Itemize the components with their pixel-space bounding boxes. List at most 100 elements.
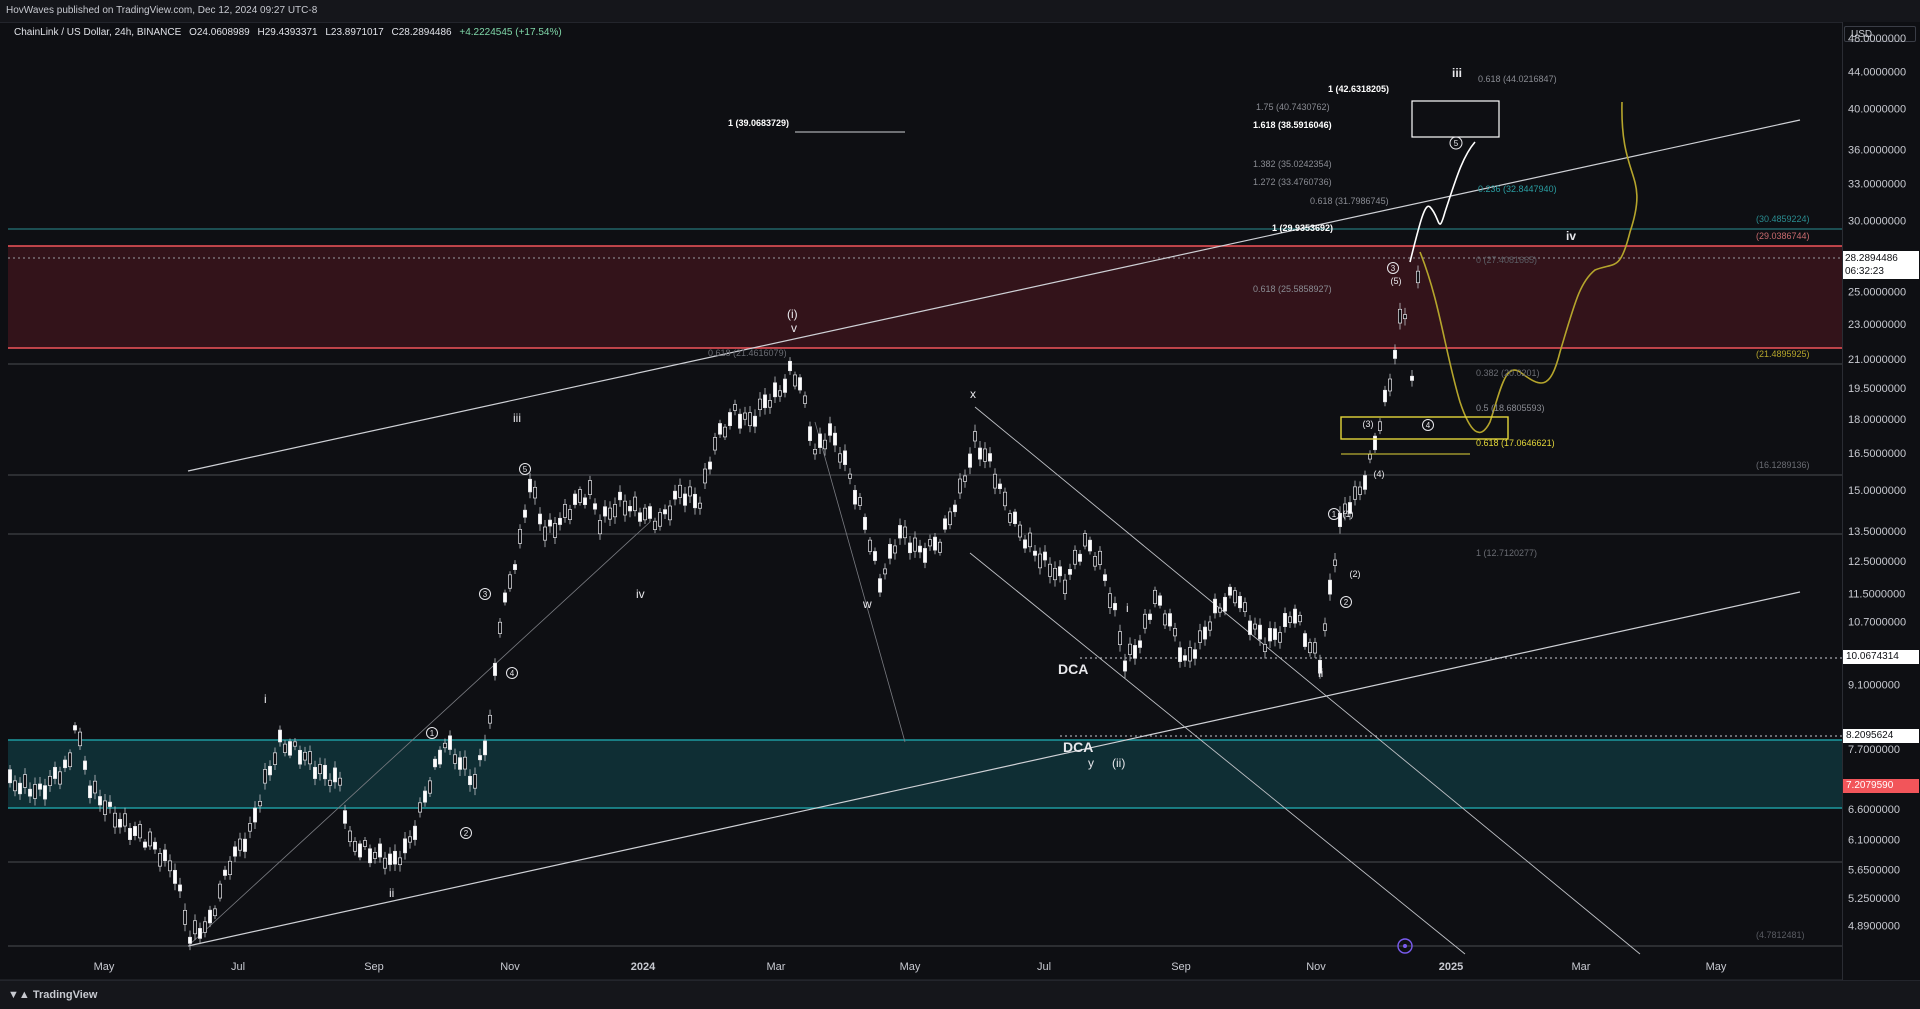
candle-body — [538, 513, 542, 525]
candle-body — [308, 751, 312, 765]
candle-body — [748, 412, 752, 427]
candle-body — [1273, 628, 1277, 640]
candle-body — [383, 857, 387, 869]
candle-body — [923, 548, 927, 563]
candle-body — [278, 729, 282, 743]
channel-upper-line — [187, 119, 1801, 472]
candle-body — [1193, 649, 1197, 659]
diagonal-guide-1 — [187, 521, 651, 947]
candle-body — [1113, 603, 1117, 611]
candle-body — [1398, 308, 1402, 324]
candle-body — [423, 790, 427, 803]
candle-body — [58, 771, 62, 785]
candle-body — [888, 543, 892, 559]
fib-label: 1 (39.0683729) — [728, 118, 789, 128]
candle-body — [583, 497, 587, 505]
price-tick-label: 48.0000000 — [1848, 33, 1906, 45]
ohlc-close: C28.2894486 — [391, 27, 452, 38]
candle-body — [453, 754, 457, 764]
candle-body — [1353, 486, 1357, 500]
candle-body — [133, 826, 137, 836]
candle-body — [488, 714, 492, 724]
candle-body — [728, 412, 732, 427]
candle-body — [208, 909, 212, 924]
candle-body — [778, 390, 782, 397]
price-tick-label: 16.5000000 — [1848, 448, 1906, 460]
candle-body — [38, 783, 42, 790]
candle-body — [63, 759, 67, 769]
candle-body — [158, 853, 162, 867]
wave-number-label: 5 — [523, 465, 528, 474]
price-badge-8: 8.2095624 — [1843, 729, 1919, 743]
time-axis-label: Jul — [231, 961, 245, 973]
candle-body — [818, 433, 822, 448]
candle-body — [1298, 614, 1302, 623]
candle-body — [1403, 314, 1407, 320]
candle-body — [803, 395, 807, 404]
wave-number-label: 4 — [1426, 421, 1431, 430]
fib-label: 1.618 (38.5916046) — [1253, 120, 1332, 130]
candle-body — [1233, 590, 1237, 604]
currency-selector[interactable]: USD — [1844, 26, 1916, 42]
candle-body — [1028, 532, 1032, 548]
candle-body — [163, 849, 167, 861]
candle-body — [943, 518, 947, 530]
fib-label: 1.272 (33.4760736) — [1253, 177, 1332, 187]
wave-label: iii — [513, 411, 521, 425]
publish-info: HovWaves published on TradingView.com, D… — [6, 5, 318, 16]
price-tick-label: 11.5000000 — [1848, 588, 1905, 600]
wave-number-label: 2 — [464, 829, 469, 838]
price-axis-ticks[interactable]: 48.0000000 44.0000000 40.0000000 36.0000000… — [1848, 33, 1906, 933]
candle-body — [438, 749, 442, 765]
candle-body — [1218, 607, 1222, 613]
candle-body — [938, 541, 942, 553]
candle-body — [868, 539, 872, 552]
wave-number-label: 1 — [1332, 510, 1337, 519]
candle-body — [608, 507, 612, 520]
projection-path — [1419, 101, 1638, 434]
candle-body — [768, 400, 772, 408]
price-tick-label: 23.0000000 — [1848, 319, 1906, 331]
candle-body — [523, 509, 527, 518]
fib-label: (21.4895925) — [1756, 349, 1810, 359]
candle-body — [628, 506, 632, 512]
fib-label: 0.618 (21.4616079) — [708, 348, 787, 358]
candle-body — [348, 830, 352, 843]
fib-label: 0.618 (25.5858927) — [1253, 284, 1332, 294]
candle-body — [1363, 475, 1367, 490]
time-axis[interactable]: May Jul Sep Nov 2024 Mar May Jul Sep Nov 2025 Mar Ma… — [94, 961, 1727, 973]
symbol-name[interactable]: ChainLink / US Dollar, 24h, BINANCE — [14, 27, 182, 38]
candle-body — [273, 752, 277, 765]
candle-body — [578, 489, 582, 503]
price-scale[interactable] — [1842, 22, 1920, 980]
candle-body — [1263, 644, 1267, 652]
date-marker[interactable] — [1397, 938, 1413, 954]
chart-canvas[interactable]: May Jul Sep Nov 2024 Mar May Jul Sep Nov 2025 Mar Ma… — [0, 22, 1920, 980]
tradingview-logo[interactable]: ▼▲ TradingView — [8, 989, 98, 1001]
candle-body — [468, 775, 472, 786]
time-axis-label: Nov — [1306, 961, 1326, 973]
candle-body — [848, 473, 852, 479]
symbol-legend[interactable]: ChainLink / US Dollar, 24h, BINANCE O24.… — [14, 27, 567, 38]
candle-body — [168, 860, 172, 872]
ohlc-high: H29.4393371 — [257, 27, 318, 38]
fib-label: 1 (29.9353692) — [1272, 223, 1333, 233]
candle-body — [43, 785, 47, 800]
candle-body — [1416, 270, 1420, 284]
candle-body — [313, 766, 317, 779]
candle-body — [1213, 598, 1217, 614]
wave-number-circle — [1387, 262, 1399, 274]
candle-body — [1098, 550, 1102, 565]
candle-body — [178, 884, 182, 892]
candle-body — [503, 592, 507, 603]
wave-label: x — [970, 387, 976, 401]
candle-body — [183, 909, 187, 925]
price-tick-label: 13.5000000 — [1848, 526, 1906, 538]
candle-body — [663, 509, 667, 515]
candle-body — [968, 453, 972, 468]
candle-body — [843, 450, 847, 465]
time-axis-label: Sep — [1171, 961, 1191, 973]
fib-label: (4.7812481) — [1756, 930, 1805, 940]
candle-body — [1323, 623, 1327, 631]
candle-body — [1173, 628, 1177, 637]
